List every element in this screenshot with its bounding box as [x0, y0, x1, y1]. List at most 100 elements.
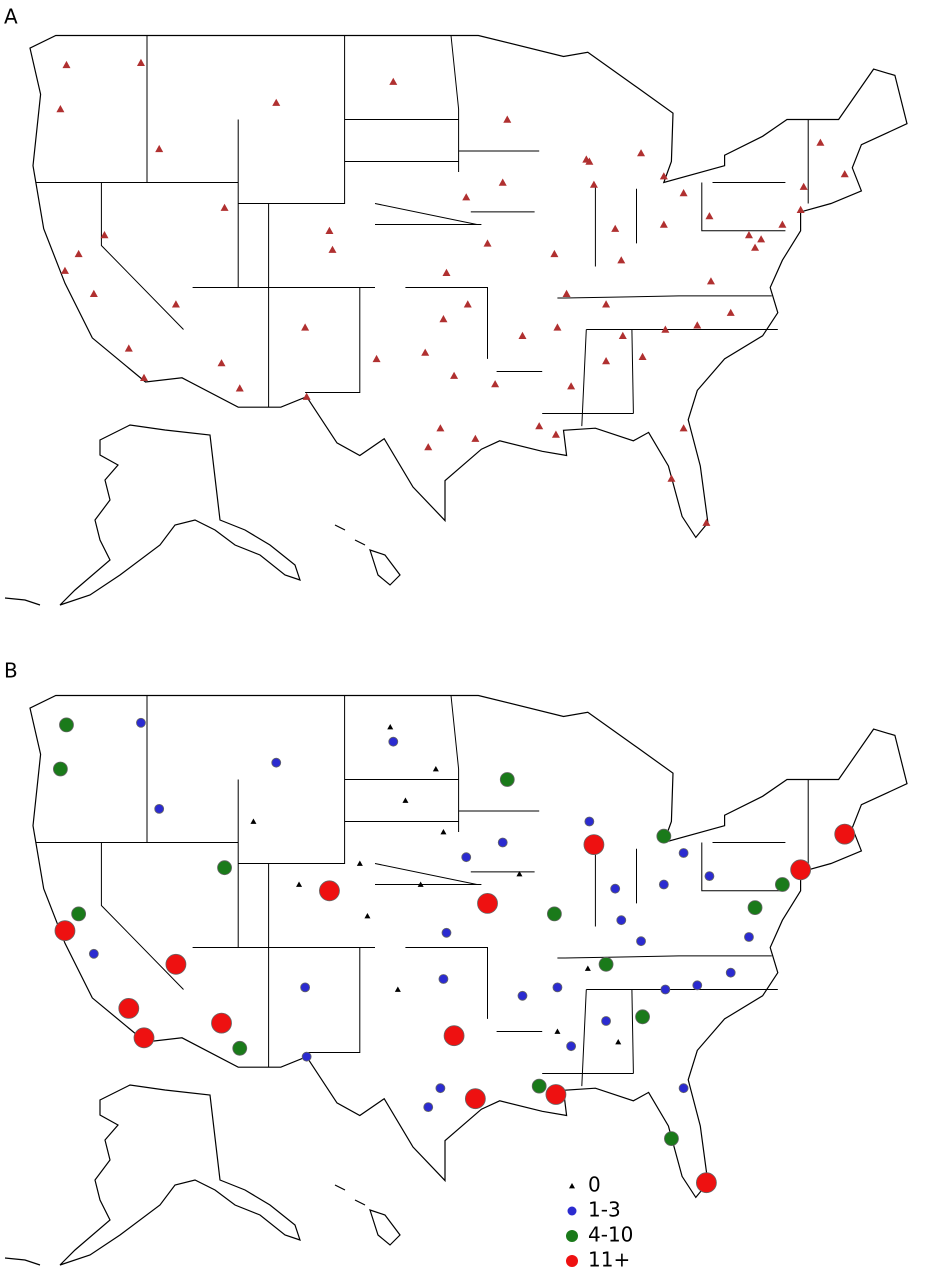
legend-marker: [569, 1183, 575, 1189]
site-marker: [389, 77, 398, 85]
site-marker: [443, 1025, 465, 1047]
site-marker: [372, 354, 381, 363]
state-border: [450, 695, 460, 832]
site-marker: [171, 300, 180, 308]
site-marker: [602, 357, 611, 365]
site-marker: [402, 797, 409, 803]
site-marker: [725, 967, 736, 978]
site-marker: [300, 982, 311, 993]
country-outline: [29, 34, 908, 539]
site-marker: [611, 224, 620, 232]
site-marker: [100, 231, 109, 239]
site-marker: [388, 736, 399, 747]
site-marker: [705, 212, 714, 220]
site-marker: [618, 331, 627, 339]
site-marker: [477, 892, 498, 914]
state-border: [631, 329, 634, 414]
state-border: [374, 203, 478, 225]
site-marker: [517, 990, 528, 1001]
country-outline: [29, 694, 908, 1199]
site-marker: [757, 235, 766, 243]
site-marker: [88, 948, 99, 959]
state-border: [238, 35, 346, 204]
site-marker: [589, 180, 598, 188]
site-marker: [726, 308, 735, 316]
site-marker: [394, 986, 401, 992]
site-marker: [498, 178, 507, 186]
site-marker: [551, 430, 560, 438]
site-marker: [124, 344, 133, 352]
site-marker: [421, 348, 430, 356]
site-marker: [503, 115, 512, 123]
site-marker: [816, 138, 825, 146]
site-marker: [678, 848, 689, 858]
site-marker: [325, 226, 334, 234]
site-marker: [118, 997, 140, 1019]
state-border: [557, 955, 772, 959]
site-marker: [637, 149, 646, 157]
state-border: [631, 989, 634, 1074]
site-marker: [462, 193, 471, 201]
panel-label: B: [4, 659, 18, 683]
site-marker: [751, 243, 760, 251]
site-marker: [432, 766, 439, 772]
site-marker: [516, 871, 523, 877]
site-marker: [692, 980, 703, 991]
site-marker: [678, 1083, 689, 1094]
legend-label: 4-10: [588, 1223, 633, 1247]
site-marker: [89, 289, 98, 297]
site-marker: [423, 1102, 434, 1113]
map-b: [4, 694, 908, 1266]
site-marker: [296, 881, 303, 887]
site-marker: [301, 1051, 312, 1062]
site-marker: [617, 256, 626, 264]
site-marker: [566, 1041, 577, 1052]
state-border: [581, 329, 587, 427]
site-marker: [679, 189, 688, 197]
site-marker: [615, 1039, 622, 1045]
site-marker: [747, 900, 763, 916]
site-marker: [584, 816, 595, 827]
site-marker: [54, 920, 76, 942]
site-marker: [562, 289, 571, 297]
site-marker: [302, 392, 311, 400]
site-marker: [250, 818, 257, 824]
site-marker: [211, 1012, 232, 1034]
site-marker: [483, 239, 492, 247]
site-marker: [583, 834, 605, 856]
site-marker: [435, 1083, 446, 1094]
state-border: [581, 989, 587, 1087]
site-marker: [601, 1016, 611, 1026]
site-marker: [775, 877, 790, 892]
site-marker: [56, 105, 65, 113]
legend-label: 11+: [588, 1248, 630, 1272]
site-marker: [706, 277, 715, 285]
site-marker: [664, 1131, 679, 1147]
site-marker: [442, 268, 451, 276]
site-marker: [659, 172, 668, 180]
state-border: [305, 947, 361, 1053]
legend-marker: [566, 1230, 578, 1242]
site-marker: [778, 220, 787, 228]
site-marker: [518, 331, 527, 339]
site-marker: [799, 182, 808, 190]
site-marker: [744, 231, 753, 239]
site-marker: [790, 859, 812, 881]
site-marker: [545, 1084, 567, 1105]
site-marker: [461, 852, 472, 863]
site-marker: [220, 203, 229, 211]
site-marker: [441, 927, 452, 938]
site-marker: [553, 323, 562, 331]
site-marker: [165, 953, 187, 975]
state-border: [450, 35, 460, 172]
site-marker: [74, 249, 83, 258]
site-marker: [840, 170, 849, 178]
site-marker: [535, 422, 544, 430]
site-marker: [497, 837, 508, 848]
site-marker: [635, 1009, 650, 1025]
site-marker: [356, 860, 363, 866]
state-border: [100, 182, 184, 330]
panel-label: A: [4, 5, 18, 29]
site-marker: [71, 906, 87, 922]
